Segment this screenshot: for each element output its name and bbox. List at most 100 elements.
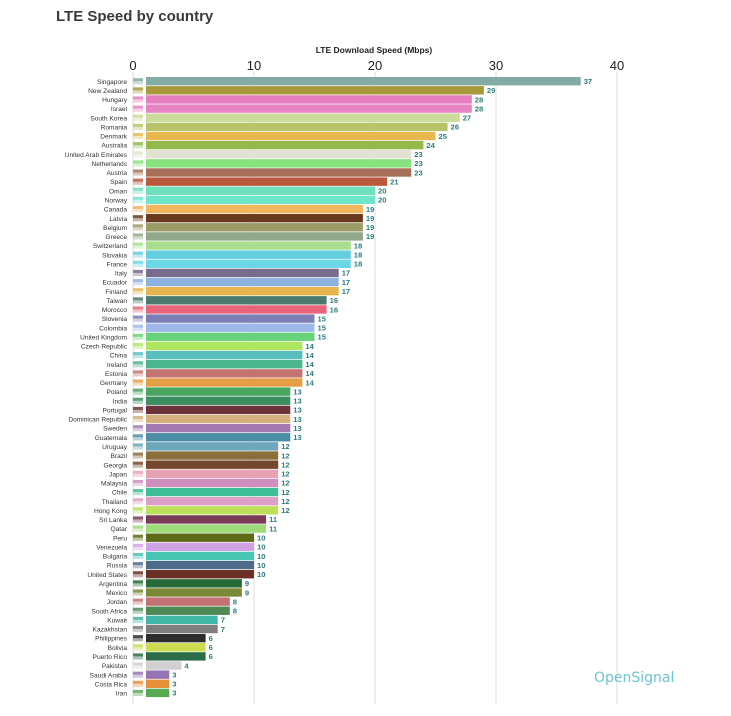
bar xyxy=(146,606,230,615)
bar xyxy=(146,387,291,396)
value-label: 18 xyxy=(354,250,362,259)
flag-stripe-icon xyxy=(133,318,143,322)
category-label: Slovenia xyxy=(102,316,128,323)
category-label: Canada xyxy=(104,207,127,214)
value-label: 14 xyxy=(305,342,314,351)
value-label: 24 xyxy=(426,141,435,150)
value-label: 3 xyxy=(172,670,176,679)
value-label: 28 xyxy=(475,95,483,104)
flag-stripe-icon xyxy=(133,692,143,696)
value-label: 8 xyxy=(233,597,237,606)
category-label: Guatemala xyxy=(95,435,128,442)
bars xyxy=(146,77,581,698)
flag-stripe-icon xyxy=(133,263,143,267)
flag-stripe-icon xyxy=(133,117,143,121)
value-label: 23 xyxy=(414,159,422,168)
flag-stripe-icon xyxy=(133,163,143,167)
brand-logo: OpenSignal xyxy=(594,670,675,686)
bar xyxy=(146,405,291,415)
flag-stripe-icon xyxy=(133,464,143,468)
flag-stripe-icon xyxy=(133,428,143,432)
category-label: Argentina xyxy=(99,581,128,588)
bar xyxy=(146,177,388,186)
bar xyxy=(146,633,206,643)
bar xyxy=(146,506,279,515)
category-label: Venezuela xyxy=(96,544,127,551)
bar xyxy=(146,305,327,314)
flag-stripe-icon xyxy=(133,291,143,295)
flag-stripe-icon xyxy=(133,181,143,185)
flag-stripe-icon xyxy=(133,172,143,176)
category-label: Greece xyxy=(105,234,127,241)
flag-stripe-icon xyxy=(133,373,143,377)
category-label: Spain xyxy=(110,179,127,186)
bar xyxy=(146,423,291,433)
bar xyxy=(146,442,279,451)
bar xyxy=(146,86,484,95)
flag-stripe-icon xyxy=(133,154,143,158)
bar xyxy=(146,268,339,278)
value-label: 10 xyxy=(257,534,265,543)
bar xyxy=(146,643,206,652)
flag-stripe-icon xyxy=(133,647,143,651)
value-label: 9 xyxy=(245,579,249,588)
flag-stripe-icon xyxy=(133,355,143,359)
bar xyxy=(146,661,182,670)
flag-stripe-icon xyxy=(133,199,143,203)
value-label: 12 xyxy=(281,497,289,506)
flag-stripe-icon xyxy=(133,574,143,578)
value-label: 15 xyxy=(318,333,327,342)
category-label: Chile xyxy=(112,490,127,497)
flag-stripe-icon xyxy=(133,190,143,194)
bar xyxy=(146,140,424,150)
value-label: 12 xyxy=(281,479,289,488)
value-label: 27 xyxy=(463,114,471,123)
value-label: 28 xyxy=(475,104,483,113)
category-label: Georgia xyxy=(104,462,128,469)
value-label: 20 xyxy=(378,187,386,196)
category-label: Sri Lanka xyxy=(99,517,127,524)
flag-stripe-icon xyxy=(133,546,143,550)
value-label: 13 xyxy=(293,406,301,415)
value-label: 12 xyxy=(281,470,289,479)
category-label: Pakistan xyxy=(102,663,128,670)
value-label: 13 xyxy=(293,415,301,424)
flag-stripe-icon xyxy=(133,108,143,112)
value-label: 20 xyxy=(378,196,386,205)
bar xyxy=(146,332,315,342)
category-label: Bolivia xyxy=(108,645,128,652)
category-label: Sweden xyxy=(103,426,127,433)
category-label: Colombia xyxy=(99,325,127,332)
category-label: Switzerland xyxy=(93,243,127,250)
value-label: 19 xyxy=(366,232,374,241)
value-label: 12 xyxy=(281,488,289,497)
category-label: Brazil xyxy=(111,453,128,460)
category-label: Puerto Rico xyxy=(93,654,128,661)
category-label: Slovakia xyxy=(102,252,127,259)
category-label: Czech Republic xyxy=(81,344,128,351)
bar xyxy=(146,122,448,132)
bar xyxy=(146,195,375,205)
bar xyxy=(146,469,279,478)
value-label: 6 xyxy=(209,652,213,661)
value-label: 19 xyxy=(366,214,374,223)
value-label: 25 xyxy=(439,132,448,141)
category-label: Russia xyxy=(107,563,127,570)
value-label: 7 xyxy=(221,625,225,634)
bar xyxy=(146,213,363,223)
flag-stripe-icon xyxy=(133,683,143,687)
value-label: 21 xyxy=(390,177,399,186)
value-label: 16 xyxy=(330,296,338,305)
category-label: Iran xyxy=(116,691,128,698)
flag-stripe-icon xyxy=(133,619,143,623)
flag-stripe-icon xyxy=(133,300,143,304)
bar xyxy=(146,533,254,542)
bar xyxy=(146,314,315,323)
category-label: Poland xyxy=(106,389,127,396)
flag-stripe-icon xyxy=(133,419,143,423)
category-label: Saudi Arabia xyxy=(90,672,128,679)
category-label: Kazakhstan xyxy=(93,627,128,634)
bar xyxy=(146,588,242,597)
category-label: New Zealand xyxy=(88,88,127,95)
category-label: Australia xyxy=(101,143,127,150)
